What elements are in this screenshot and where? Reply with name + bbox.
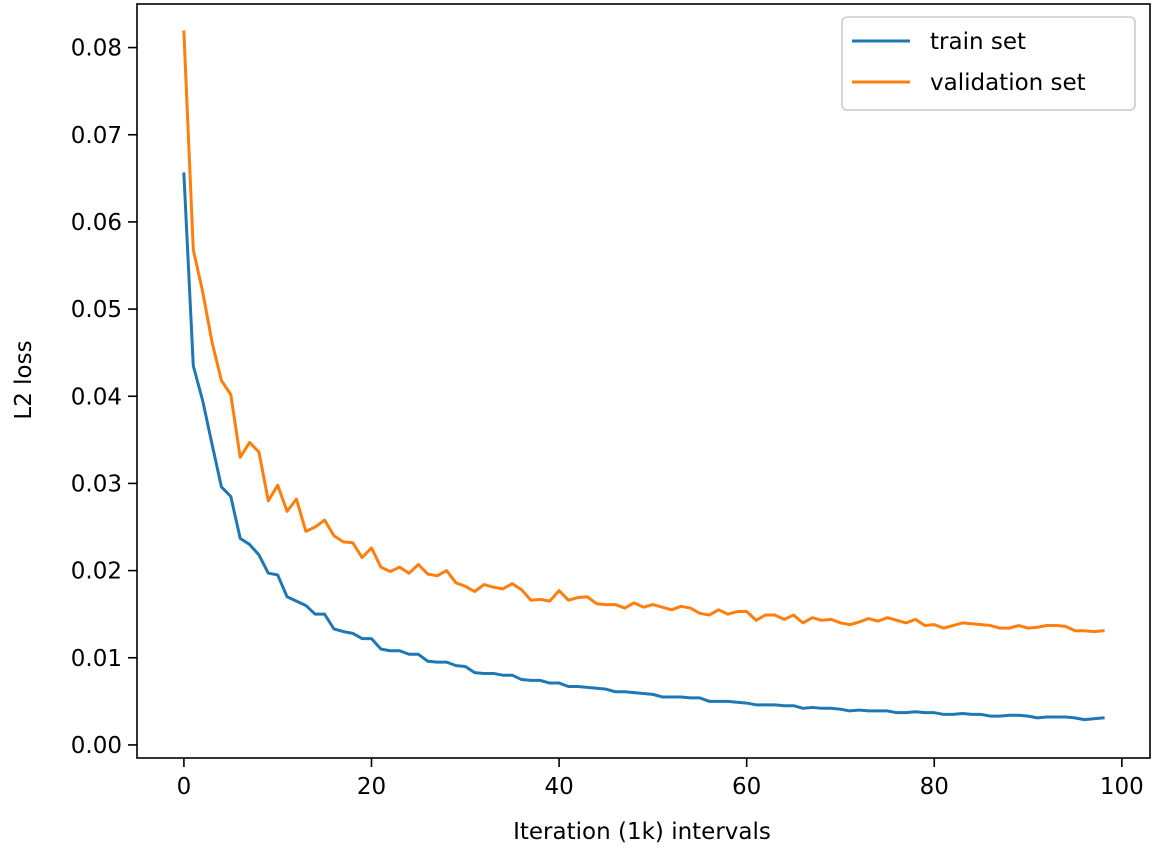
x-tick-label: 60 <box>732 774 761 800</box>
x-tick-label: 20 <box>357 774 386 800</box>
y-tick-label: 0.03 <box>71 471 122 497</box>
y-tick-label: 0.02 <box>71 559 122 585</box>
series-line-train <box>182 172 1105 722</box>
plot-frame <box>136 3 1151 759</box>
x-tick-label: 100 <box>1100 774 1144 800</box>
y-tick-label: 0.04 <box>71 384 122 410</box>
y-tick-label: 0.05 <box>71 297 122 323</box>
y-tick-label: 0.06 <box>71 210 122 236</box>
series-line-validation <box>182 30 1105 634</box>
x-tick-label: 80 <box>920 774 949 800</box>
y-tick-label: 0.01 <box>71 646 122 672</box>
series-layer <box>182 30 1105 722</box>
x-tick-label: 40 <box>544 774 573 800</box>
y-tick-label: 0.07 <box>71 123 122 149</box>
legend-label: train set <box>930 29 1026 55</box>
legend-box <box>841 16 1136 111</box>
y-tick-label: 0.00 <box>71 733 122 759</box>
axes-layer: 0 20 40 60 80 100 0.00 0.01 0.02 0.03 0.04 0.05 0.06… <box>71 3 1151 800</box>
legend-label: validation set <box>930 70 1086 96</box>
y-tick-label: 0.08 <box>71 36 122 62</box>
legend: train set validation set <box>841 16 1136 111</box>
y-axis-label: L2 loss <box>11 340 37 419</box>
x-axis-label: Iteration (1k) intervals <box>513 819 771 845</box>
x-tick-label: 0 <box>177 774 192 800</box>
